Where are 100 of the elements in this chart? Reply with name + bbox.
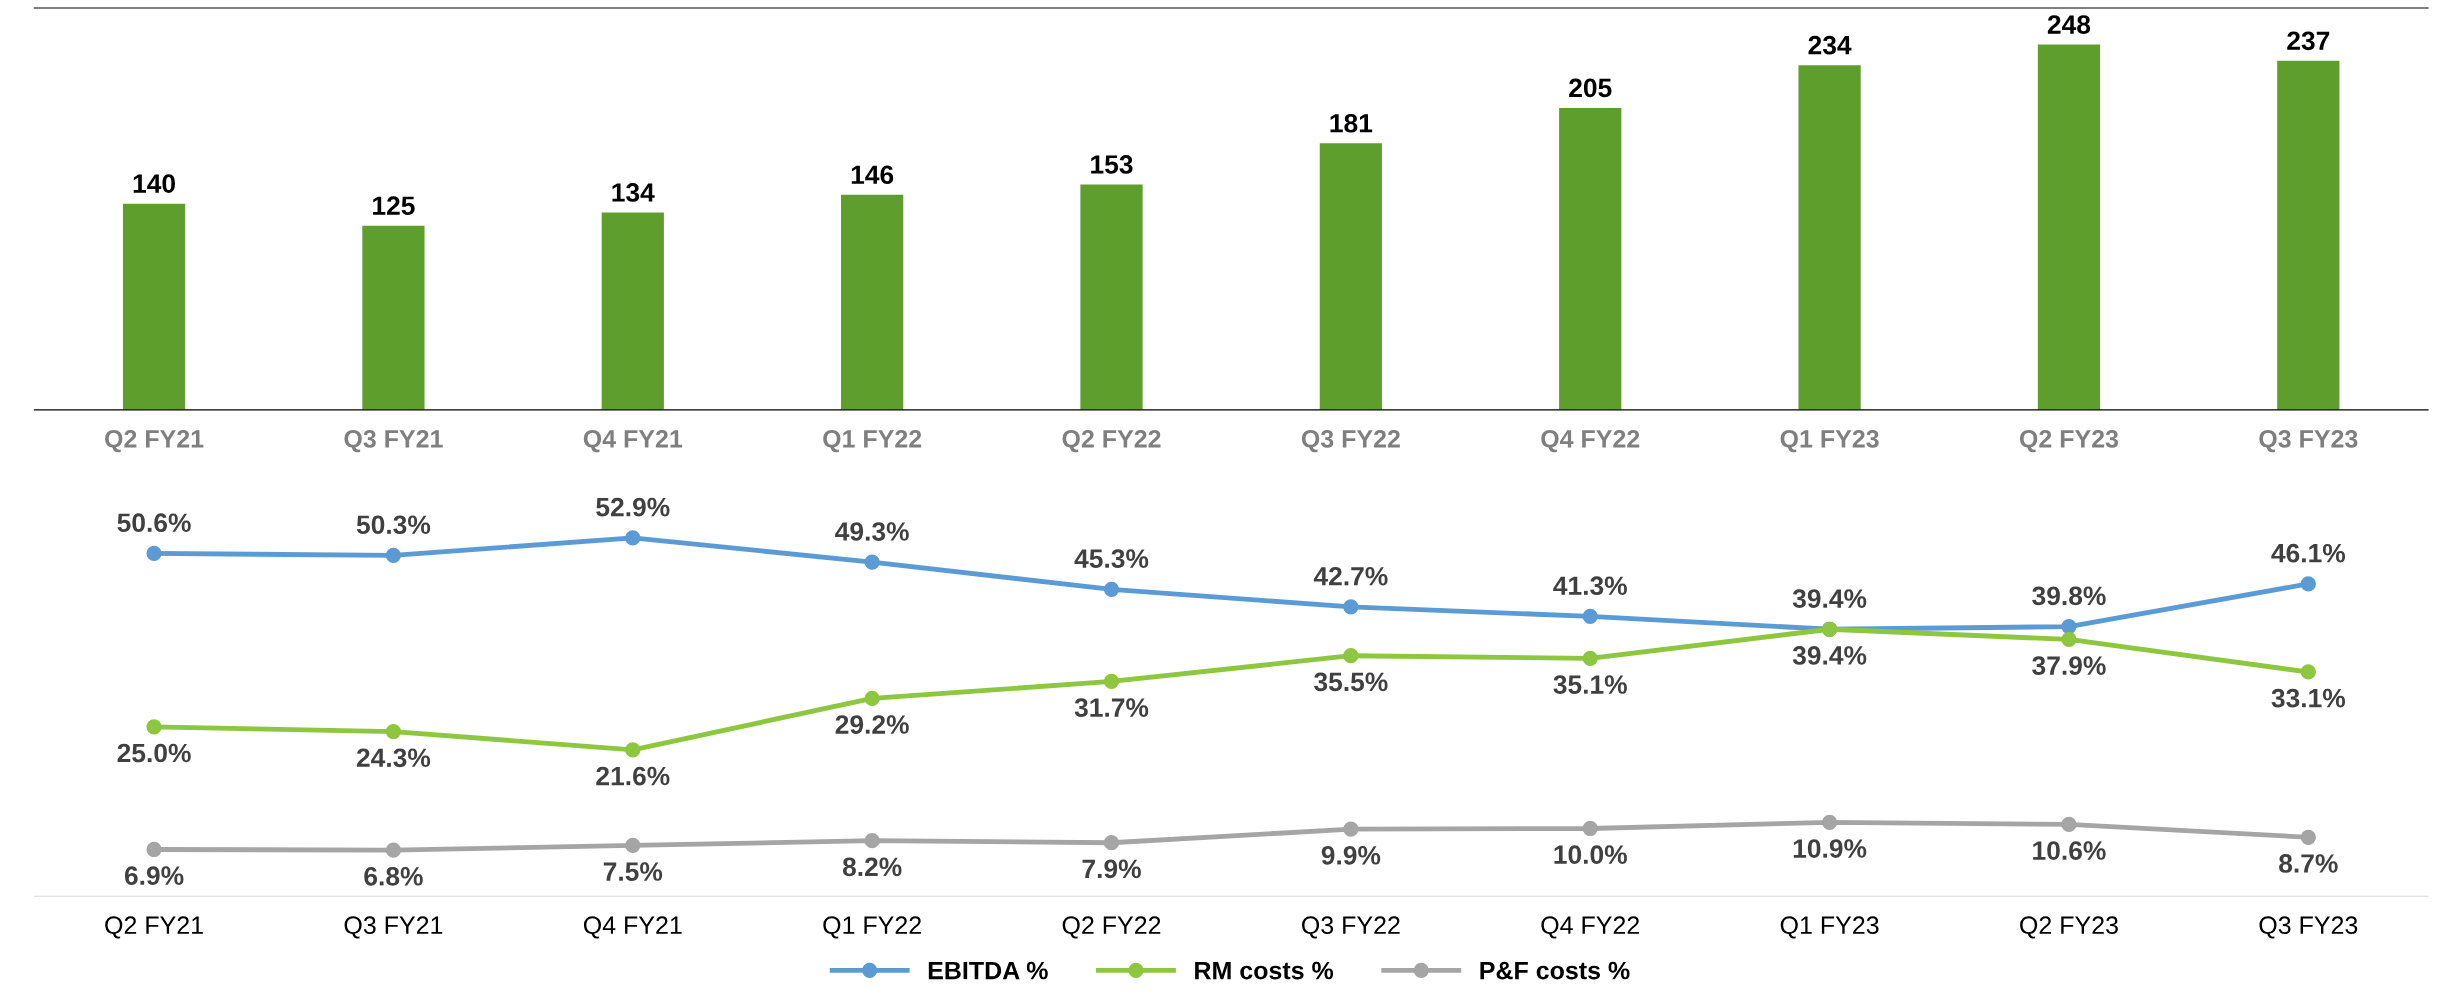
bar	[362, 225, 425, 410]
point	[1343, 648, 1359, 664]
data-label: 7.9%	[1082, 859, 1141, 879]
x-tick-label: Q3 FY23	[2259, 429, 2358, 453]
data-label: 125	[373, 196, 415, 216]
point	[385, 547, 402, 564]
data-label: 8.2%	[842, 857, 902, 877]
point	[2300, 664, 2316, 680]
data-label: 49.3%	[835, 522, 909, 541]
point	[625, 837, 641, 854]
data-label: 35.1%	[1553, 675, 1627, 694]
point	[2061, 618, 2077, 635]
data-label: 6.8%	[364, 866, 423, 886]
data-label: 52.9%	[596, 497, 670, 517]
point	[385, 723, 402, 740]
x-tick-label: Q1 FY22	[823, 916, 921, 939]
x-tick-label: Q2 FY22	[1062, 916, 1161, 939]
data-label: 6.9%	[124, 866, 184, 885]
bar	[2037, 44, 2101, 410]
x-tick-label: Q1 FY22	[823, 429, 922, 453]
point	[146, 545, 162, 562]
point	[1103, 581, 1120, 597]
bar	[601, 212, 664, 410]
x-tick-label: Q2 FY21	[105, 429, 204, 453]
point	[385, 842, 402, 858]
data-label: 41.3%	[1553, 576, 1627, 596]
data-label: 35.5%	[1314, 672, 1388, 692]
point	[2300, 829, 2316, 845]
point	[1343, 821, 1359, 837]
bar	[1080, 184, 1143, 410]
legend-label: EBITDA %	[928, 961, 1048, 980]
x-tick-label: Q1 FY23	[1780, 916, 1879, 939]
data-label: 10.9%	[1793, 839, 1867, 858]
data-label: 234	[1808, 35, 1852, 55]
point	[2300, 576, 2316, 592]
bar	[1798, 65, 1861, 410]
point	[625, 530, 641, 546]
point	[864, 833, 880, 849]
point	[1582, 820, 1598, 837]
data-label: 37.9%	[2032, 656, 2106, 675]
x-tick-label: Q2 FY23	[2019, 429, 2119, 453]
point	[1582, 608, 1598, 625]
data-label: 237	[2287, 31, 2330, 51]
x-tick-label: Q3 FY23	[2259, 916, 2358, 939]
point	[2061, 816, 2077, 833]
data-label: 46.1%	[2271, 543, 2346, 563]
point	[1103, 835, 1120, 851]
x-tick-label: Q2 FY22	[1062, 429, 1161, 453]
point	[864, 554, 880, 570]
x-tick-label: Q1 FY23	[1780, 429, 1879, 453]
data-label: 39.4%	[1792, 589, 1867, 608]
data-label: 31.7%	[1074, 698, 1149, 717]
data-label: 10.0%	[1554, 845, 1627, 864]
point	[2061, 631, 2077, 648]
x-tick-label: Q4 FY21	[583, 429, 683, 453]
data-label: 153	[1091, 155, 1133, 174]
point	[146, 841, 162, 858]
data-label: 248	[2047, 15, 2091, 34]
x-tick-label: Q4 FY21	[583, 916, 682, 939]
data-label: 140	[133, 174, 175, 193]
point	[1821, 814, 1838, 831]
bar	[2277, 60, 2340, 410]
data-label: 39.4%	[1792, 646, 1867, 665]
data-label: 42.7%	[1313, 566, 1388, 586]
x-tick-label: Q4 FY22	[1541, 429, 1640, 453]
x-tick-label: Q4 FY22	[1541, 916, 1639, 939]
point	[146, 719, 162, 735]
data-label: 25.0%	[117, 743, 191, 763]
data-label: 8.7%	[2279, 854, 2338, 873]
x-tick-label: Q3 FY22	[1301, 429, 1400, 453]
data-label: 134	[612, 183, 655, 202]
bar	[122, 203, 186, 410]
data-label: 24.3%	[356, 748, 431, 768]
data-label: 39.8%	[2032, 586, 2106, 606]
legend-label: P&F costs %	[1480, 961, 1630, 980]
point	[1582, 650, 1598, 667]
bar	[1559, 107, 1622, 410]
data-label: 205	[1569, 78, 1612, 98]
legend-label: RM costs %	[1195, 961, 1334, 980]
x-tick-label: Q3 FY21	[344, 429, 443, 453]
x-tick-label: Q3 FY22	[1302, 916, 1400, 939]
data-label: 50.3%	[356, 515, 431, 535]
x-tick-label: Q2 FY21	[105, 916, 203, 939]
data-label: 9.9%	[1321, 845, 1381, 865]
point	[1343, 599, 1359, 615]
data-label: 45.3%	[1074, 549, 1149, 568]
bar	[1319, 143, 1382, 410]
data-label: 50.6%	[117, 513, 191, 533]
point	[625, 742, 641, 758]
bar	[841, 194, 904, 410]
data-label: 29.2%	[835, 715, 909, 734]
data-label: 10.6%	[2033, 841, 2106, 860]
data-label: 21.6%	[596, 766, 670, 786]
data-label: 181	[1330, 113, 1373, 133]
x-tick-label: Q2 FY23	[2020, 916, 2118, 939]
data-label: 146	[851, 165, 894, 185]
data-label: 33.1%	[2271, 688, 2346, 708]
data-label: 7.5%	[603, 862, 663, 881]
point	[864, 690, 880, 707]
point	[1103, 673, 1120, 690]
